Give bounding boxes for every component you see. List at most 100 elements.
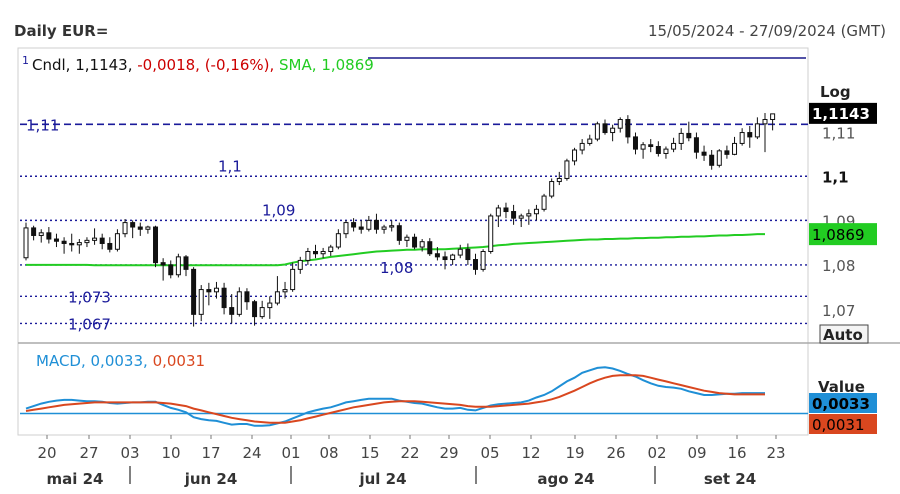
signal-legend-value: 0,0031 bbox=[152, 352, 206, 370]
candle bbox=[381, 224, 387, 234]
price-legend: 1 Cndl, 1,1143, -0,0018, (-0,16%), SMA, … bbox=[22, 54, 374, 74]
candle bbox=[130, 220, 136, 239]
candle bbox=[716, 149, 722, 168]
candle-body bbox=[305, 251, 311, 261]
auto-button-label: Auto bbox=[823, 326, 863, 344]
candle-body bbox=[76, 242, 82, 246]
candle-body bbox=[320, 251, 326, 255]
day-tick-label: 12 bbox=[521, 444, 540, 462]
legend-index: 1 bbox=[22, 54, 29, 67]
candle bbox=[229, 294, 235, 324]
candle bbox=[686, 121, 692, 142]
candle-body bbox=[389, 225, 395, 228]
candle bbox=[404, 234, 410, 248]
candle bbox=[191, 267, 197, 327]
candle-body bbox=[518, 215, 524, 219]
candle-body bbox=[61, 240, 67, 244]
candle bbox=[168, 260, 174, 279]
candle-body bbox=[412, 236, 418, 248]
candle-body bbox=[587, 138, 593, 144]
log-scale-label: Log bbox=[820, 83, 851, 101]
candle-body bbox=[46, 232, 52, 240]
candle bbox=[556, 171, 562, 186]
day-tick-label: 09 bbox=[687, 444, 706, 462]
candle bbox=[450, 253, 456, 265]
reference-line-label: 1,09 bbox=[262, 201, 295, 219]
candle bbox=[206, 282, 212, 306]
candle-body bbox=[427, 241, 433, 255]
candle bbox=[358, 220, 364, 234]
candle bbox=[640, 142, 646, 159]
candle-body bbox=[297, 259, 303, 270]
candle bbox=[533, 204, 539, 221]
day-tick-label: 02 bbox=[647, 444, 666, 462]
candle bbox=[724, 145, 730, 159]
candle bbox=[297, 256, 303, 274]
candle-body bbox=[442, 256, 448, 261]
candle bbox=[419, 239, 425, 252]
candle-body bbox=[465, 248, 471, 261]
candle bbox=[488, 213, 494, 254]
candle bbox=[465, 243, 471, 265]
candle-body bbox=[99, 237, 105, 244]
candle-body bbox=[640, 144, 646, 150]
auto-button[interactable]: Auto bbox=[819, 324, 869, 344]
macd-legend: MACD, 0,0033, 0,0031 bbox=[36, 352, 205, 370]
candle-body bbox=[114, 233, 120, 250]
candle bbox=[99, 233, 105, 250]
legend-sma-value: 1,0869 bbox=[321, 56, 374, 74]
candle-body bbox=[373, 219, 379, 230]
candle bbox=[313, 244, 319, 259]
candle-body bbox=[313, 251, 319, 255]
candle-body bbox=[770, 113, 776, 121]
candle bbox=[579, 139, 585, 155]
candle-body bbox=[564, 160, 570, 179]
candle-body bbox=[663, 148, 669, 154]
macd-legend-value: 0,0033, bbox=[90, 352, 148, 370]
candle-body bbox=[206, 289, 212, 293]
candle-body bbox=[53, 238, 59, 242]
candle-body bbox=[351, 222, 357, 228]
candle-body bbox=[693, 137, 699, 153]
candle bbox=[434, 247, 440, 261]
candle-body bbox=[610, 127, 616, 134]
candle bbox=[69, 233, 75, 252]
reference-line-label: 1,08 bbox=[380, 259, 413, 277]
candle-body bbox=[480, 251, 486, 270]
candle-body bbox=[686, 132, 692, 139]
day-tick-label: 27 bbox=[79, 444, 98, 462]
candle bbox=[46, 227, 52, 244]
candle-body bbox=[511, 211, 517, 219]
candle-body bbox=[213, 287, 219, 293]
legend-last-value: 1,1143, bbox=[75, 56, 133, 74]
candle bbox=[122, 219, 128, 238]
candle-body bbox=[92, 237, 98, 241]
price-tick-label: 1,07 bbox=[822, 302, 855, 320]
candle-body bbox=[632, 136, 638, 150]
candle-body bbox=[457, 248, 463, 256]
candle bbox=[564, 158, 570, 181]
candle-body bbox=[594, 123, 600, 140]
reference-line-label: 1,1 bbox=[218, 157, 242, 175]
candle-body bbox=[762, 119, 768, 125]
day-tick-label: 20 bbox=[37, 444, 56, 462]
day-tick-label: 05 bbox=[480, 444, 499, 462]
reference-line-label: 1,11 bbox=[26, 116, 59, 134]
candle bbox=[480, 249, 486, 272]
candle bbox=[442, 251, 448, 270]
candle bbox=[655, 141, 661, 157]
sma-badge-text: 1,0869 bbox=[812, 226, 865, 244]
candle-body bbox=[434, 253, 440, 258]
month-label: mai 24 bbox=[47, 470, 104, 488]
candle-body bbox=[358, 226, 364, 230]
reference-line-label: 1,067 bbox=[68, 315, 111, 333]
candle-body bbox=[130, 222, 136, 228]
candle bbox=[335, 229, 341, 250]
candle bbox=[412, 233, 418, 250]
candle bbox=[23, 222, 29, 261]
candle bbox=[38, 229, 44, 243]
candle bbox=[160, 258, 166, 281]
candle bbox=[92, 228, 98, 245]
candle-body bbox=[503, 207, 509, 213]
